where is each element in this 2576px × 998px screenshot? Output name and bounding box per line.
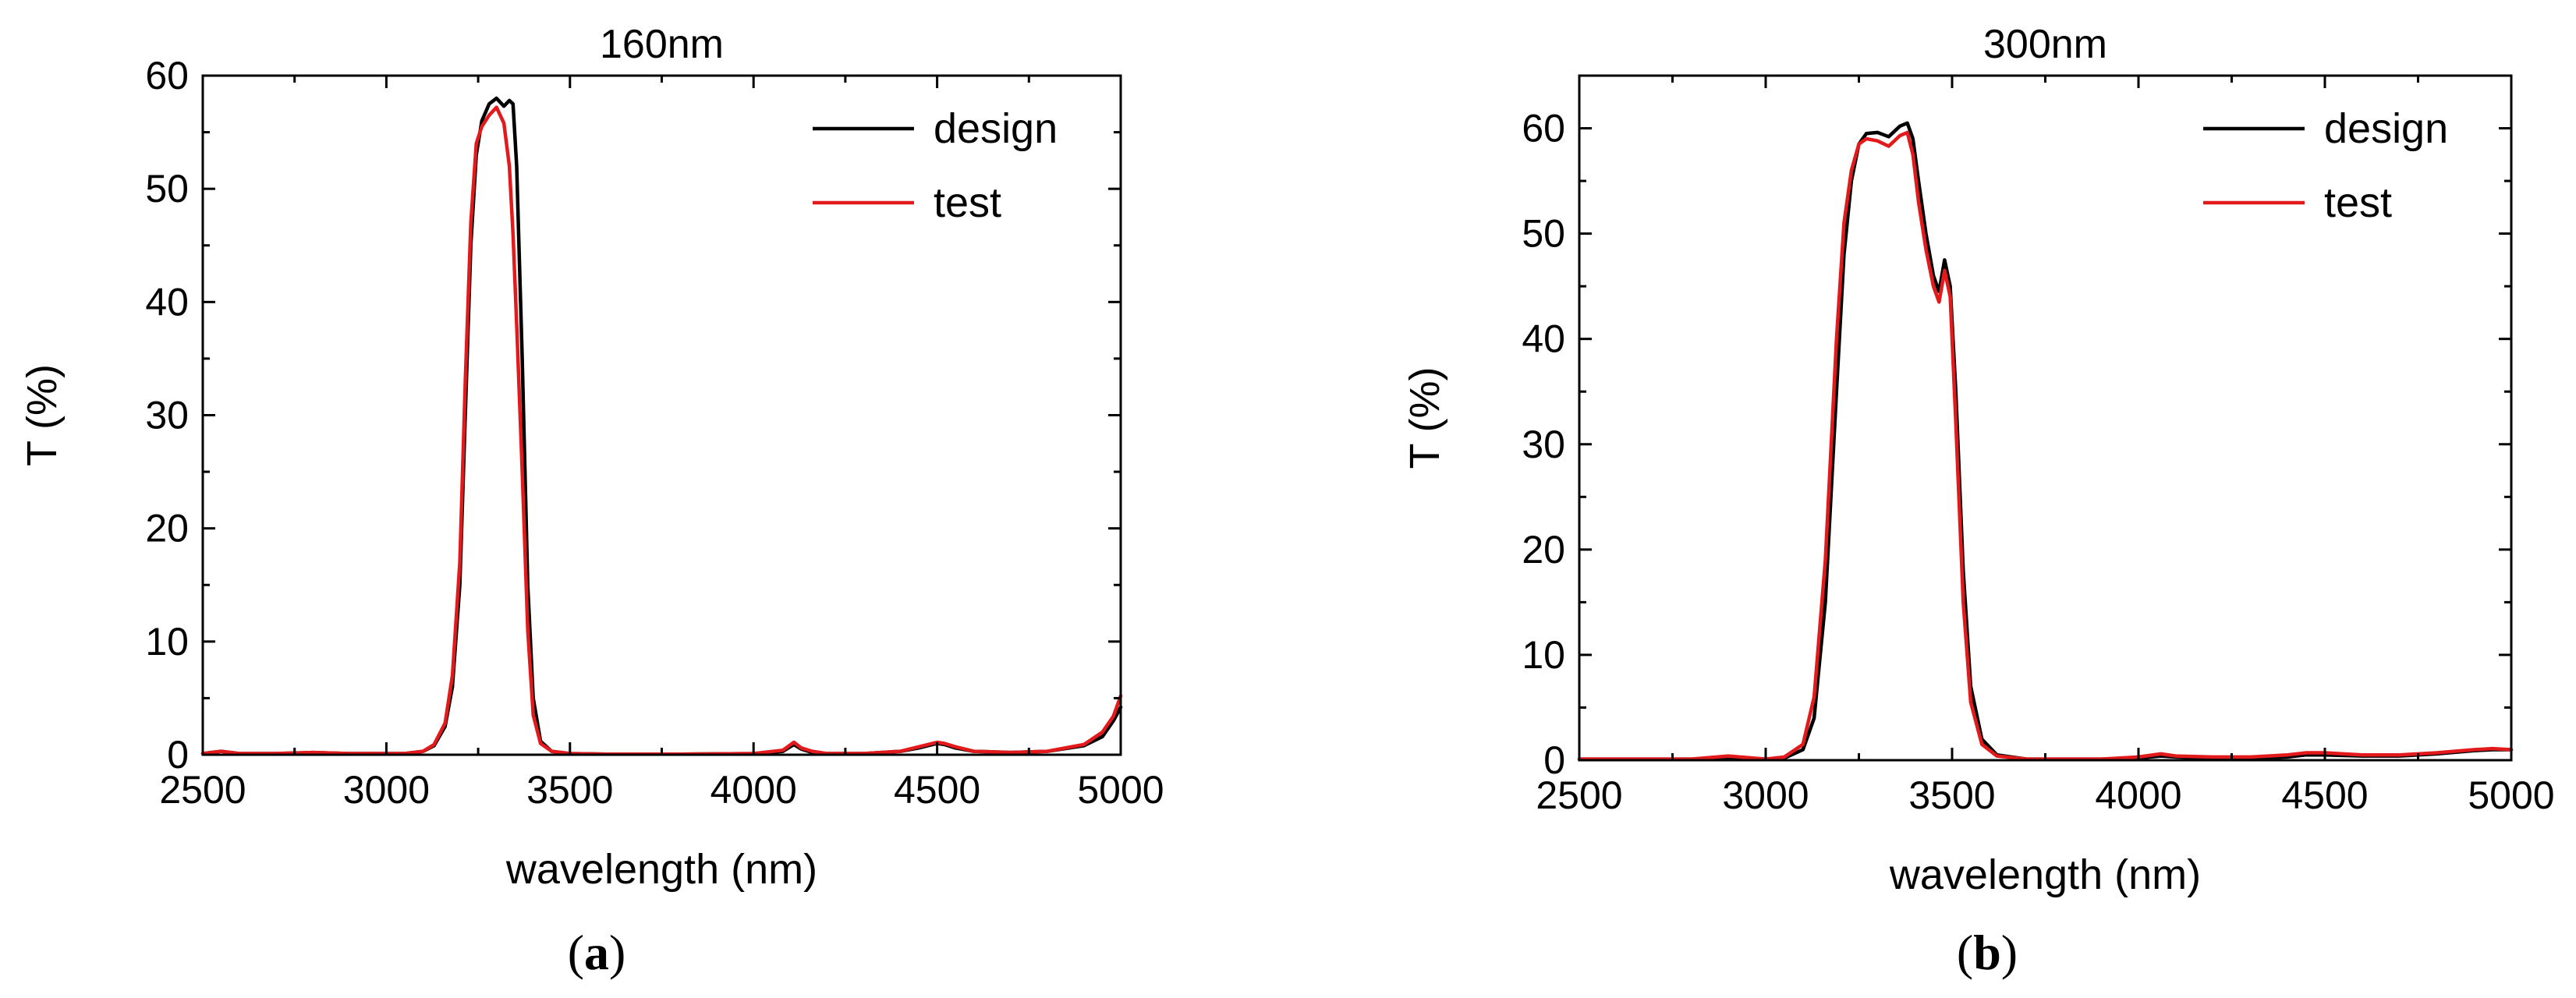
b-chart-title: 300nm <box>1983 22 2107 67</box>
b-y-tick-label: 10 <box>1522 633 1565 677</box>
b-series-design-line <box>1577 121 2514 761</box>
b-series-test-line <box>1577 130 2514 761</box>
b-y-tick-label: 20 <box>1522 528 1565 572</box>
b-x-tick-label: 4500 <box>2281 773 2368 817</box>
a-legend-label-test: test <box>934 179 1001 226</box>
b-legend-label-test: test <box>2324 179 2392 226</box>
a-y-tick-label: 50 <box>145 167 189 211</box>
a-x-tick-label: 2500 <box>159 768 246 812</box>
a-y-axis-label: T (%) <box>19 364 66 466</box>
a-chart-title: 160nm <box>600 22 724 67</box>
a-x-tick-label: 4000 <box>710 768 797 812</box>
b-y-tick-label: 50 <box>1522 212 1565 256</box>
b-x-tick-label: 4000 <box>2095 773 2181 817</box>
a-y-tick-label: 20 <box>145 507 189 550</box>
a-y-tick-label: 10 <box>145 620 189 664</box>
b-y-tick-label: 0 <box>1543 738 1565 782</box>
b-x-tick-label: 2500 <box>1536 773 1622 817</box>
a-series-test-line <box>200 105 1123 756</box>
caption-a: (a) <box>568 925 626 980</box>
panel-a: 160nm 2500 3000 3500 4000 4500 5000 0 10 20 30 40 50… <box>19 22 1164 893</box>
b-x-tick-label: 5000 <box>2468 773 2554 817</box>
caption-b-letter: b <box>1973 925 2001 980</box>
a-y-tick-label: 60 <box>145 54 189 97</box>
b-y-tick-label: 30 <box>1522 423 1565 466</box>
b-legend-label-design: design <box>2324 105 2448 152</box>
a-y-tick-label: 40 <box>145 280 189 324</box>
b-y-tick-label: 40 <box>1522 317 1565 361</box>
a-y-tick-label: 30 <box>145 394 189 437</box>
b-plot-frame <box>1578 74 2513 762</box>
a-x-tick-label: 4500 <box>894 768 980 812</box>
a-x-tick-label: 5000 <box>1077 768 1164 812</box>
a-x-tick-label: 3000 <box>343 768 430 812</box>
a-legend-label-design: design <box>934 105 1058 152</box>
panel-b: 300nm 2500 3000 3500 4000 4500 5000 0 10 20 30 40 50… <box>1401 22 2555 898</box>
b-x-tick-label: 3000 <box>1722 773 1809 817</box>
b-x-tick-label: 3500 <box>1908 773 1995 817</box>
a-y-tick-label: 0 <box>167 733 189 777</box>
caption-a-letter: a <box>584 925 609 980</box>
b-y-tick-label: 60 <box>1522 107 1565 150</box>
b-y-axis-label: T (%) <box>1401 367 1448 469</box>
a-plot-frame <box>201 74 1122 756</box>
caption-b: (b) <box>1957 925 2018 980</box>
b-x-axis-label: wavelength (nm) <box>1889 851 2201 898</box>
a-x-tick-label: 3500 <box>526 768 613 812</box>
a-x-axis-label: wavelength (nm) <box>505 846 817 893</box>
